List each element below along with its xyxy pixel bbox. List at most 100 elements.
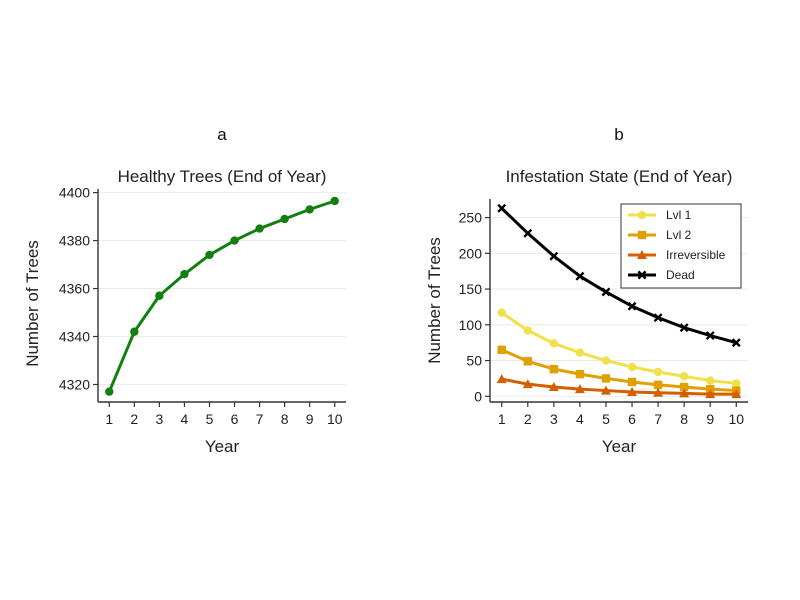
data-point	[497, 203, 507, 213]
data-point	[496, 374, 507, 384]
series-line	[501, 377, 737, 396]
y-tick-label: 50	[466, 353, 482, 369]
y-tick-label: 4400	[59, 185, 90, 201]
legend-item: Irreversible	[628, 248, 726, 262]
panel-b: b Infestation State (End of Year) 0 50 100 15…	[425, 125, 748, 456]
series-lvl-1	[497, 308, 741, 388]
data-point	[575, 348, 585, 357]
data-point	[255, 224, 264, 233]
data-point	[731, 338, 741, 348]
x-tick-label: 7	[256, 411, 264, 427]
data-point	[679, 382, 689, 392]
legend-item: Lvl 1	[628, 208, 692, 222]
series-irreversible	[496, 374, 742, 399]
data-point	[549, 339, 559, 348]
x-tick-label: 10	[728, 411, 744, 427]
x-tick-label: 4	[576, 411, 584, 427]
legend: Lvl 1 Lvl 2 Irreversible Dead	[620, 203, 742, 289]
x-tick-label: 3	[155, 411, 163, 427]
data-point	[627, 386, 638, 396]
series-line	[107, 199, 336, 393]
legend-marker	[637, 250, 647, 259]
data-point	[205, 250, 214, 260]
series-line	[501, 348, 737, 393]
panel-letter: a	[217, 125, 227, 144]
data-point	[280, 214, 289, 224]
legend-item: Dead	[628, 268, 695, 282]
data-point	[523, 228, 533, 238]
legend-label: Dead	[666, 268, 695, 282]
x-tick-label: 5	[602, 411, 610, 427]
x-tick-label: 8	[281, 411, 289, 427]
data-point	[732, 379, 741, 388]
data-point	[600, 385, 611, 395]
x-axis-label: Year	[205, 437, 240, 456]
data-point	[549, 251, 559, 261]
y-tick-label: 4320	[59, 376, 90, 392]
x-tick-label: 7	[654, 411, 662, 427]
data-point	[627, 377, 637, 387]
x-tick-label: 8	[680, 411, 688, 427]
data-point	[230, 236, 239, 245]
x-tick-label: 3	[550, 411, 558, 427]
x-axis-label: Year	[602, 437, 637, 456]
data-point	[330, 196, 339, 206]
y-tick-label: 250	[459, 210, 483, 226]
series-line	[500, 207, 737, 345]
x-tick-label: 9	[306, 411, 314, 427]
data-point	[601, 287, 611, 297]
chart-title: Infestation State (End of Year)	[506, 167, 733, 186]
x-tick-label: 6	[231, 411, 239, 427]
x-tick-label: 5	[206, 411, 214, 427]
data-point	[105, 387, 114, 396]
data-point	[653, 313, 663, 323]
series-line	[500, 311, 737, 385]
data-point	[549, 364, 559, 374]
legend-label: Lvl 2	[666, 228, 692, 242]
data-point	[706, 376, 715, 385]
legend-marker	[637, 270, 647, 280]
y-tick-label: 200	[459, 245, 483, 261]
y-tick-label: 0	[474, 388, 482, 404]
data-point	[653, 380, 663, 390]
x-tick-label: 6	[628, 411, 636, 427]
legend-marker	[637, 210, 647, 220]
data-point	[601, 356, 611, 365]
data-point	[130, 327, 139, 336]
data-point	[497, 345, 506, 355]
data-point	[653, 367, 663, 377]
data-point	[155, 291, 164, 300]
series-lvl-2	[497, 345, 741, 395]
data-point	[706, 384, 715, 394]
panel-letter: b	[614, 125, 623, 144]
y-tick-label: 100	[459, 317, 483, 333]
x-tick-label: 4	[181, 411, 189, 427]
data-point	[305, 205, 314, 214]
data-point	[679, 323, 689, 333]
data-point	[522, 379, 533, 389]
y-tick-label: 150	[459, 281, 483, 297]
series-healthy	[105, 196, 339, 396]
data-point	[601, 374, 611, 383]
data-point	[574, 384, 585, 394]
data-point	[627, 362, 637, 372]
data-point	[523, 357, 532, 366]
x-tick-label: 1	[105, 411, 113, 427]
panel-a: a Healthy Trees (End of Year) 4320 4340 4360…	[23, 125, 346, 456]
data-point	[653, 387, 664, 397]
legend-marker	[637, 230, 647, 240]
y-axis-label: Number of Trees	[23, 240, 42, 367]
data-point	[575, 369, 585, 379]
y-tick-label: 4360	[59, 281, 90, 297]
chart-title: Healthy Trees (End of Year)	[118, 167, 327, 186]
data-point	[679, 372, 689, 381]
data-point	[705, 331, 715, 340]
data-point	[548, 381, 559, 391]
data-point	[575, 271, 585, 281]
data-point	[731, 389, 742, 399]
data-point	[180, 269, 189, 279]
x-tick-label: 10	[327, 411, 343, 427]
data-point	[705, 389, 716, 399]
x-tick-label: 2	[524, 411, 532, 427]
